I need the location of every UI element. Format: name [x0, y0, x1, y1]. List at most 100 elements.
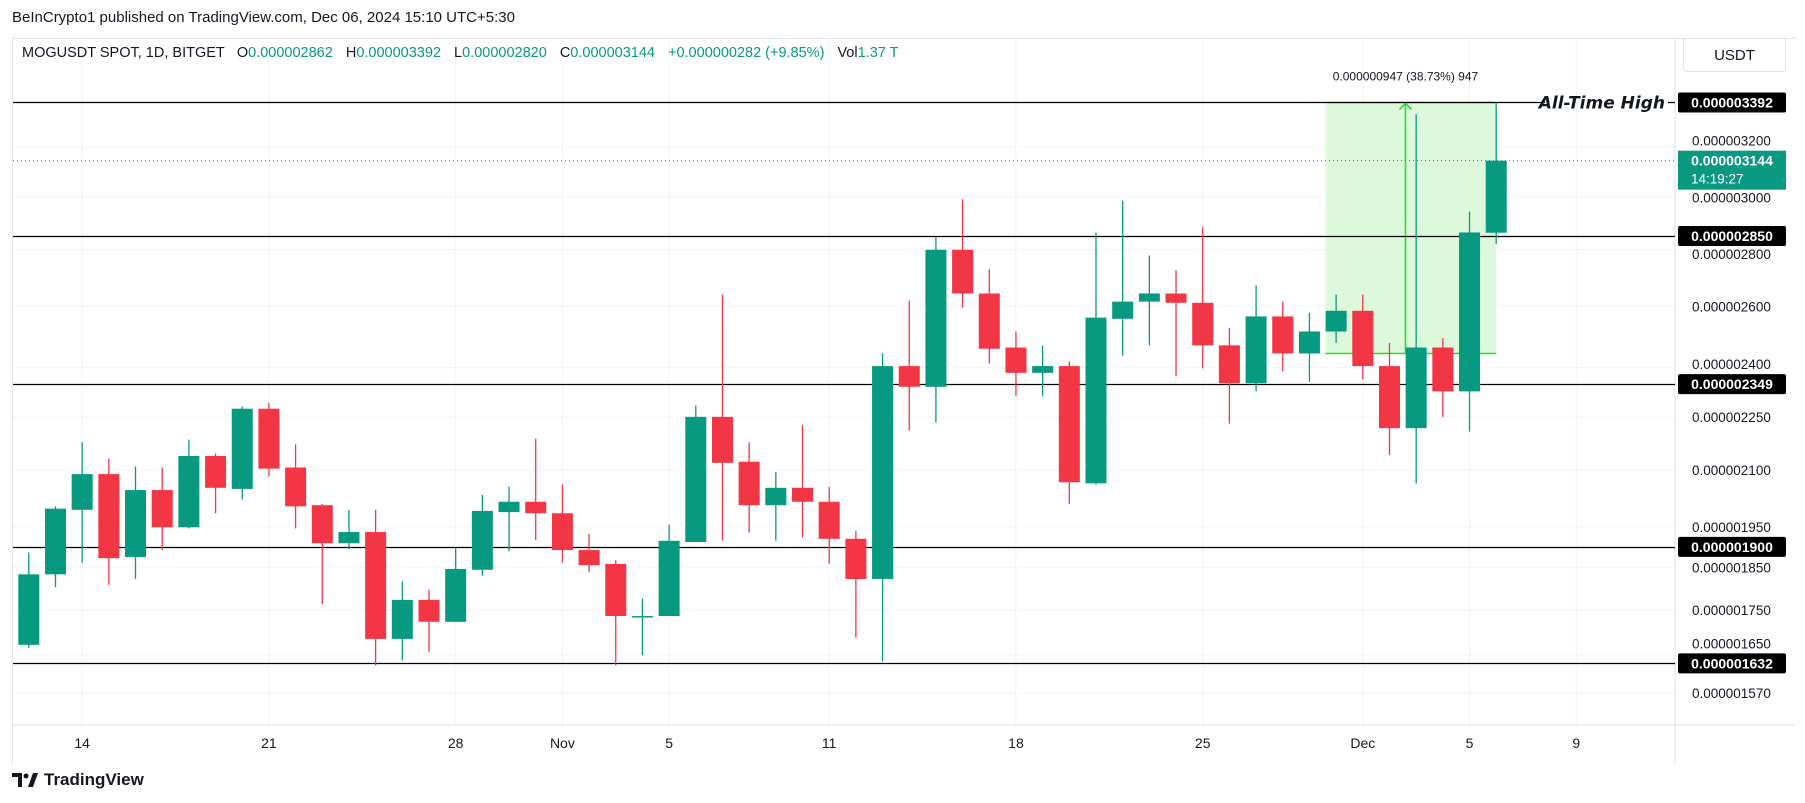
open-value: 0.000002862	[248, 45, 333, 61]
candle[interactable]	[605, 560, 627, 666]
level-price-badge	[1678, 92, 1786, 113]
candle-body	[71, 474, 93, 510]
time-axis-tick-label: 18	[1008, 735, 1024, 751]
candle[interactable]	[418, 589, 440, 652]
level-price-badge	[1678, 225, 1786, 246]
candle[interactable]	[1245, 285, 1267, 392]
candle[interactable]	[44, 506, 66, 587]
open-label: O	[236, 45, 249, 61]
level-price-badge	[1678, 653, 1786, 674]
candle[interactable]	[952, 199, 974, 308]
candle[interactable]	[845, 530, 867, 638]
candle[interactable]	[1192, 226, 1214, 369]
candle[interactable]	[578, 534, 600, 573]
candle-body	[1352, 310, 1374, 367]
symbol-name[interactable]: MOGUSDT SPOT, 1D, BITGET	[22, 45, 225, 61]
candle[interactable]	[872, 353, 894, 662]
candle[interactable]	[125, 466, 147, 579]
candle[interactable]	[1378, 342, 1400, 455]
candle[interactable]	[1298, 312, 1320, 382]
candle[interactable]	[498, 486, 520, 552]
candle-body	[151, 490, 173, 528]
price-axis-tick-label: 0.000002400	[1692, 357, 1771, 372]
candle-body	[1032, 366, 1054, 373]
candle[interactable]	[1005, 331, 1027, 397]
candle[interactable]	[1485, 102, 1507, 245]
candle[interactable]	[445, 548, 467, 622]
candle[interactable]	[525, 438, 547, 540]
candle[interactable]	[1405, 114, 1427, 484]
candle[interactable]	[631, 598, 653, 655]
candle[interactable]	[765, 471, 787, 541]
candle[interactable]	[1272, 301, 1294, 372]
candle-body	[525, 501, 547, 514]
candle-body	[418, 599, 440, 622]
candle[interactable]	[285, 444, 307, 529]
candle[interactable]	[258, 403, 280, 477]
measurement-arrow-head-icon	[1398, 102, 1413, 110]
candle[interactable]	[391, 581, 413, 661]
candle[interactable]	[471, 494, 493, 576]
chart-frame	[12, 38, 1796, 764]
all-time-high-label: All-Time High	[1537, 94, 1665, 114]
candle[interactable]	[18, 552, 40, 649]
candle-body	[1378, 366, 1400, 429]
candle[interactable]	[178, 439, 200, 529]
candle[interactable]	[1138, 255, 1160, 346]
candle-body	[551, 513, 573, 551]
candle-body	[285, 467, 307, 507]
candle[interactable]	[711, 294, 733, 541]
candle-body	[872, 366, 894, 579]
candle-body	[631, 616, 653, 618]
candle[interactable]	[1432, 338, 1454, 417]
level-price-label: 0.000003392	[1691, 94, 1773, 110]
candle-body	[685, 416, 707, 542]
candle[interactable]	[925, 237, 947, 423]
volume-label: Vol	[837, 45, 858, 61]
candle[interactable]	[1459, 211, 1481, 432]
price-axis-tick-label: 0.000002100	[1692, 463, 1771, 478]
candle[interactable]	[818, 486, 840, 564]
candle[interactable]	[551, 484, 573, 563]
candle[interactable]	[71, 442, 93, 563]
candle-body	[898, 366, 920, 387]
candle[interactable]	[1352, 294, 1374, 380]
candle[interactable]	[978, 269, 1000, 364]
candle-body	[952, 249, 974, 294]
candle-body	[818, 501, 840, 539]
candle[interactable]	[792, 425, 814, 538]
candle[interactable]	[98, 458, 120, 585]
candle-body	[658, 540, 680, 617]
candle[interactable]	[1218, 328, 1240, 424]
candle[interactable]	[365, 509, 387, 666]
last-price-badge	[1678, 150, 1786, 190]
time-axis-tick-label: 14	[74, 735, 90, 751]
candle[interactable]	[685, 405, 707, 542]
price-axis-tick-label: 0.000001570	[1692, 686, 1771, 701]
candle[interactable]	[1085, 232, 1107, 485]
time-axis-tick-label: 5	[1466, 735, 1474, 751]
candle-body	[1058, 366, 1080, 483]
candle[interactable]	[1058, 361, 1080, 505]
price-axis-tick-label: 0.000002600	[1692, 299, 1771, 314]
candle-body	[1432, 347, 1454, 392]
candle[interactable]	[898, 300, 920, 431]
currency-button[interactable]: USDT	[1683, 38, 1786, 72]
tradingview-logo-icon	[12, 773, 38, 787]
candle[interactable]	[1165, 270, 1187, 377]
candle[interactable]	[231, 406, 253, 500]
candle[interactable]	[1112, 200, 1134, 356]
candle[interactable]	[738, 442, 760, 533]
candle[interactable]	[1325, 294, 1347, 343]
price-axis-tick-label: 0.000001650	[1692, 636, 1771, 651]
candle[interactable]	[338, 509, 360, 550]
candle[interactable]	[1032, 345, 1054, 397]
tradingview-footer[interactable]: TradingView	[12, 770, 144, 790]
measurement-label: 0.000000947 (38.73%) 947	[1333, 69, 1479, 83]
candle[interactable]	[311, 504, 333, 605]
candle[interactable]	[658, 524, 680, 617]
candle[interactable]	[151, 467, 173, 551]
candle[interactable]	[205, 453, 227, 514]
price-axis-tick-label: 0.000002250	[1692, 410, 1771, 425]
